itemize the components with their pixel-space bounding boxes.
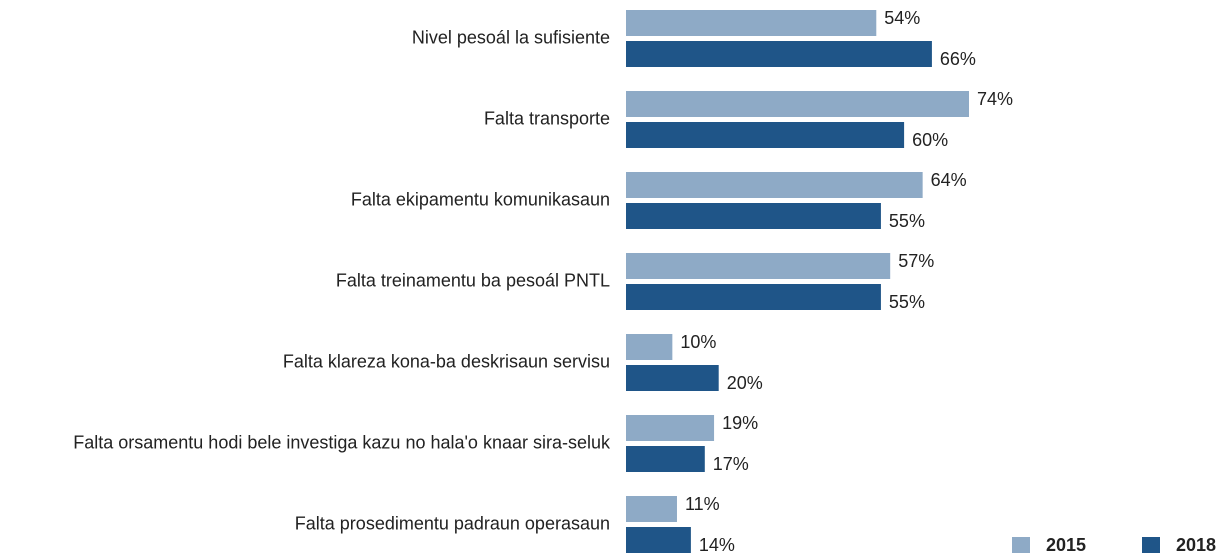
category-label: Falta orsamentu hodi bele investiga kazu… <box>73 432 611 452</box>
value-label: 64% <box>931 170 967 190</box>
value-label: 19% <box>722 413 758 433</box>
bar <box>626 91 969 117</box>
legend-label: 2015 <box>1046 535 1086 555</box>
bar <box>626 172 923 198</box>
category-label: Falta ekipamentu komunikasaun <box>351 189 610 209</box>
category-label: Nivel pesoál la sufisiente <box>412 27 610 47</box>
category-label: Falta prosedimentu padraun operasaun <box>295 513 610 533</box>
bar <box>626 446 705 472</box>
value-label: 57% <box>898 251 934 271</box>
bar <box>626 334 673 360</box>
legend-swatch <box>1142 537 1160 553</box>
value-label: 20% <box>727 373 763 393</box>
category-label: Falta transporte <box>484 108 610 128</box>
bar <box>626 203 881 229</box>
value-label: 55% <box>889 211 925 231</box>
value-label: 66% <box>940 49 976 69</box>
bar <box>626 253 891 279</box>
bar <box>626 415 715 441</box>
bar <box>626 10 877 36</box>
value-label: 74% <box>977 89 1013 109</box>
value-label: 11% <box>685 494 720 514</box>
value-label: 10% <box>680 332 716 352</box>
bar <box>626 284 881 310</box>
category-label: Falta klareza kona-ba deskrisaun servisu <box>283 351 610 371</box>
value-label: 55% <box>889 292 925 312</box>
value-label: 14% <box>699 535 735 555</box>
legend-label: 2018 <box>1176 535 1216 555</box>
bar <box>626 496 677 522</box>
bar <box>626 41 932 67</box>
bar <box>626 122 905 148</box>
bar <box>626 527 691 553</box>
legend-swatch <box>1012 537 1030 553</box>
value-label: 60% <box>912 130 948 150</box>
bar <box>626 365 719 391</box>
category-label: Falta treinamentu ba pesoál PNTL <box>336 270 610 290</box>
value-label: 17% <box>713 454 749 474</box>
value-label: 54% <box>884 8 920 28</box>
